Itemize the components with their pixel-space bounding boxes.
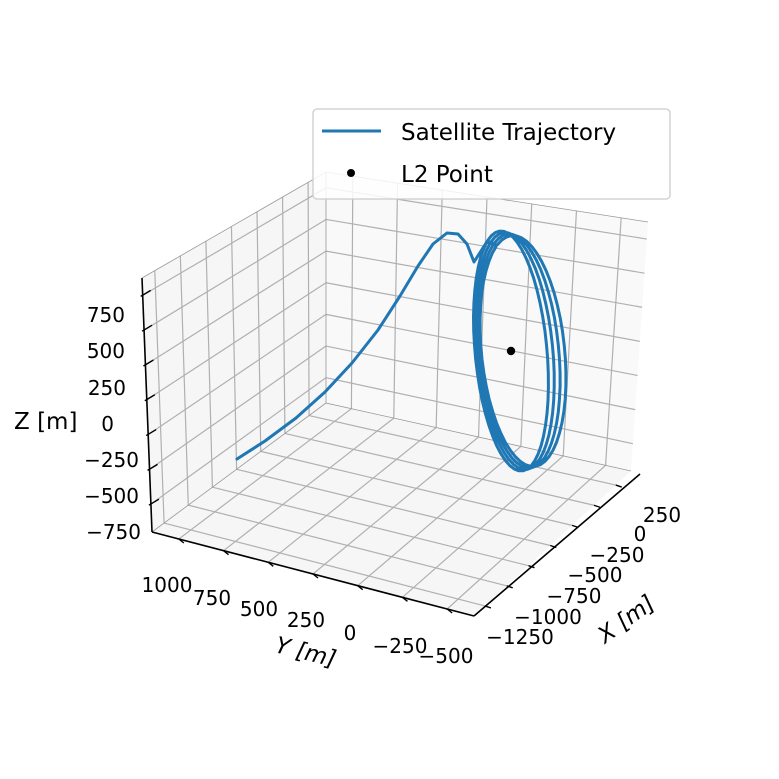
x-tick-mark	[571, 524, 579, 529]
x-tick-mark	[550, 544, 557, 549]
x-grid-line	[179, 255, 189, 506]
x-grid-line	[154, 270, 165, 524]
y-grid-line	[446, 464, 606, 610]
x-tick-label: −1000	[514, 605, 582, 629]
z-tick-mark	[144, 394, 156, 402]
z-tick-labels: 750 500 250 0 −250 −500 −750	[84, 303, 141, 544]
z-tick-label: 250	[88, 376, 126, 400]
z-grid-line	[147, 313, 327, 436]
y-tick-mark	[312, 573, 319, 579]
x-grid-line	[188, 504, 507, 587]
z-tick-label: −250	[84, 448, 139, 472]
y-grid-line	[223, 417, 395, 552]
x-axis-title: X [m]	[592, 591, 659, 650]
z-grid-line	[146, 282, 327, 401]
x-tick-label: −1250	[486, 625, 554, 649]
z-tick-label: 0	[101, 412, 114, 436]
y-tick-mark	[223, 550, 229, 556]
y-tick-label: −250	[373, 634, 428, 658]
x-grid-line	[163, 522, 486, 607]
y-grid-line	[312, 436, 479, 575]
y-grid-line	[604, 217, 622, 466]
z-tick-mark	[145, 428, 157, 437]
y-tick-label: 500	[240, 597, 278, 621]
z-grid-line	[149, 345, 327, 470]
x-axis-line	[473, 473, 641, 617]
z-grid-line	[145, 250, 327, 366]
x-tick-mark	[615, 484, 622, 488]
x-tick-mark	[528, 564, 535, 569]
y-tick-mark	[357, 585, 364, 591]
x-grid-line	[236, 468, 551, 547]
z-tick-label: −500	[84, 484, 139, 508]
legend-label-l2: L2 Point	[401, 162, 493, 188]
x-grid-line	[307, 182, 310, 416]
y-grid-line	[435, 190, 443, 428]
x-tick-label: 250	[643, 503, 681, 527]
x-grid-line	[230, 226, 238, 470]
z-grid-line	[142, 187, 327, 296]
z-axis-line	[141, 277, 153, 533]
x-grid-line	[284, 432, 595, 506]
x-tick-labels: 250 0 −250 −500 −750 −1000 −1250	[486, 503, 681, 649]
y-tick-mark	[178, 538, 185, 544]
satellite-trajectory-line	[235, 229, 568, 473]
z-tick-mark	[147, 463, 158, 471]
l2-point-marker	[506, 346, 516, 356]
y-tick-label: 750	[193, 586, 231, 610]
x-tick-label: 0	[634, 522, 647, 546]
x-grid-line	[212, 486, 529, 567]
x-tick-label: −500	[568, 563, 623, 587]
legend: Satellite Trajectory L2 Point	[312, 108, 671, 200]
x-tick-label: −750	[547, 584, 602, 608]
y-tick-label: 250	[287, 608, 325, 632]
grid-lines	[142, 176, 647, 610]
y-tick-mark	[267, 561, 274, 567]
z-tick-mark	[140, 289, 152, 297]
x-grid-line	[256, 211, 262, 452]
y-grid-line	[477, 196, 488, 438]
z-tick-mark	[143, 359, 154, 367]
tick-marks	[140, 289, 622, 614]
y-axis-title: Y [m]	[273, 633, 339, 673]
y-grid-line	[357, 445, 522, 587]
y-grid-line	[178, 408, 352, 540]
y-tick-mark	[402, 596, 408, 602]
z-tick-label: 500	[87, 339, 125, 363]
y-grid-line	[350, 176, 354, 409]
z-grid-line	[150, 377, 327, 505]
y-tick-label: −500	[419, 644, 474, 668]
legend-box	[312, 108, 671, 200]
legend-dot-swatch	[347, 169, 355, 177]
z-tick-label: 750	[87, 303, 125, 327]
x-tick-mark	[484, 605, 492, 609]
y-tick-labels: 1000 750 500 250 0 −250 −500	[142, 573, 474, 668]
z-grid-line	[143, 218, 327, 331]
z-tick-label: −750	[86, 520, 141, 544]
z-axis-title: Z [m]	[14, 409, 77, 435]
y-grid-line	[402, 455, 564, 598]
x-tick-mark	[593, 504, 601, 508]
x-grid-line	[260, 450, 573, 526]
legend-label-trajectory: Satellite Trajectory	[401, 120, 616, 146]
y-tick-mark	[446, 608, 453, 614]
y-tick-label: 0	[344, 621, 357, 645]
x-grid-line	[281, 197, 286, 434]
z-tick-mark	[148, 498, 160, 506]
y-grid-line	[562, 210, 578, 456]
y-grid-line	[267, 427, 437, 563]
y-tick-label: 1000	[142, 573, 193, 597]
x-grid-line	[308, 414, 616, 486]
x-tick-label: −250	[590, 543, 645, 567]
x-grid-line	[205, 241, 214, 488]
z-tick-mark	[141, 324, 153, 332]
x-tick-mark	[506, 585, 513, 589]
